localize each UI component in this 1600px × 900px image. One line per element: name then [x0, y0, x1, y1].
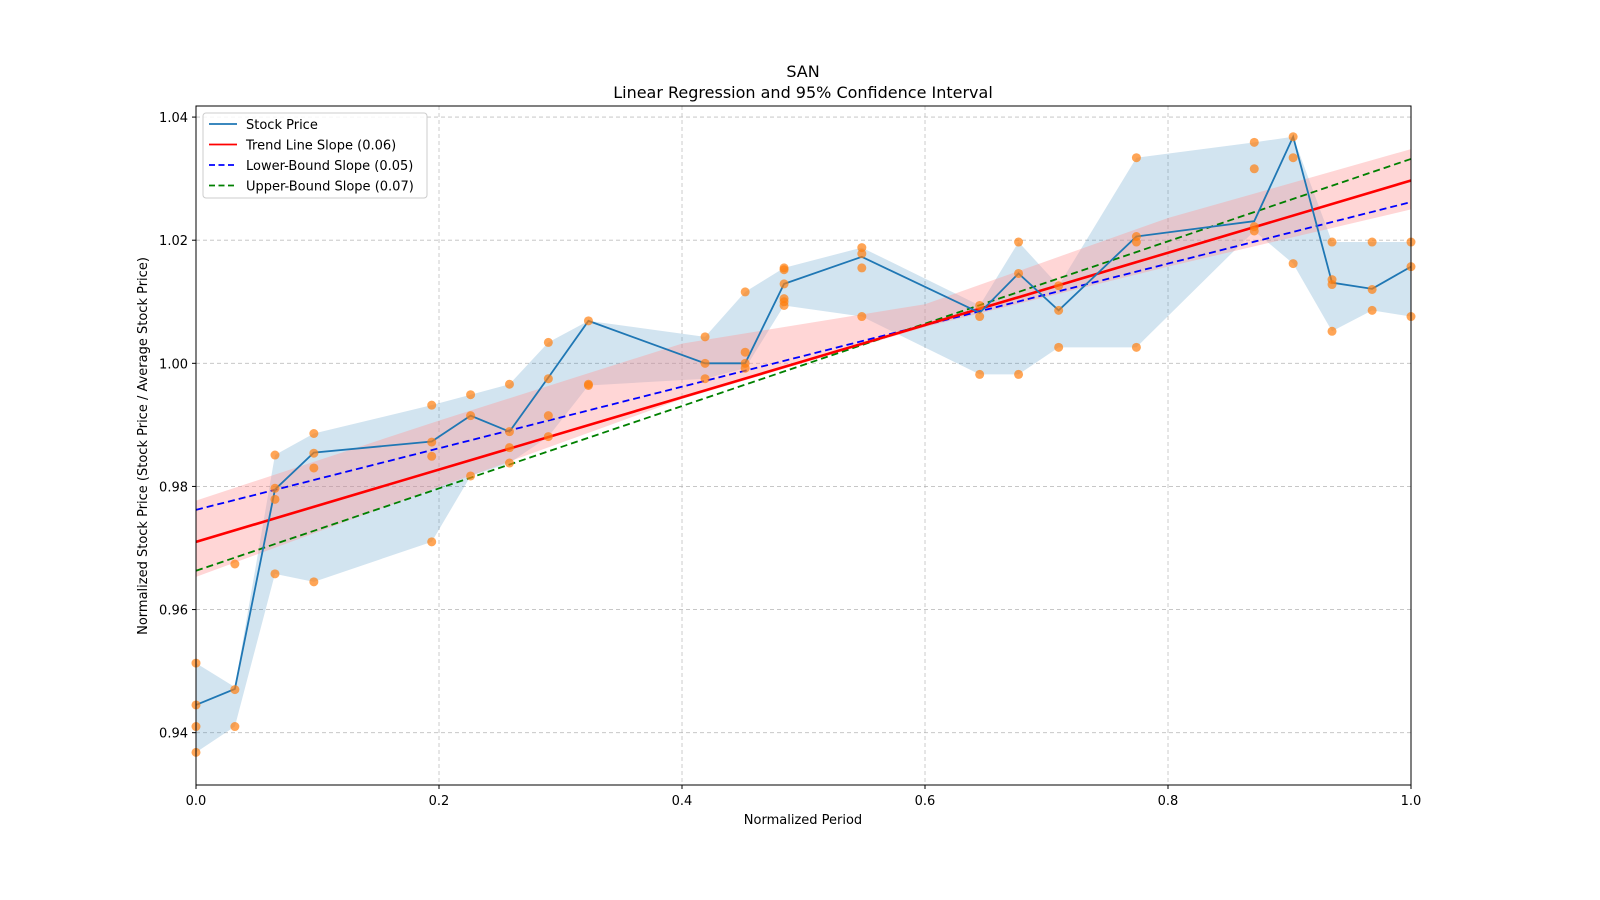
- x-tick-label: 0.4: [672, 794, 693, 809]
- observation-point: [857, 249, 867, 259]
- observation-point: [1014, 237, 1024, 247]
- observation-point: [740, 287, 750, 297]
- observation-point: [230, 685, 240, 695]
- observation-point: [740, 347, 750, 357]
- observation-point: [1054, 342, 1064, 352]
- observation-point: [583, 380, 593, 390]
- observation-point: [1367, 305, 1377, 315]
- y-axis-label: Normalized Stock Price (Stock Price / Av…: [136, 257, 151, 635]
- x-axis-label: Normalized Period: [744, 813, 862, 828]
- confidence-band: [196, 149, 1411, 577]
- y-axis: 0.94 0.96 0.98 1.00 1.02 1.04: [159, 111, 196, 742]
- observation-point: [975, 312, 985, 322]
- plot-area-frame: [195, 105, 1412, 786]
- observation-point: [1014, 369, 1024, 379]
- observation-point: [1327, 326, 1337, 336]
- observation-point: [1014, 268, 1024, 278]
- observation-point: [975, 300, 985, 310]
- observation-point: [309, 463, 319, 473]
- observation-point: [857, 312, 867, 322]
- observation-point: [543, 411, 553, 421]
- y-tick-label: 1.02: [159, 234, 188, 249]
- observation-point: [779, 300, 789, 310]
- observation-point: [504, 427, 514, 437]
- observation-point: [779, 265, 789, 275]
- y-tick-label: 0.98: [159, 480, 188, 495]
- observation-point: [700, 374, 710, 384]
- chart-title: SAN: [786, 62, 819, 81]
- stock-price-line: [195, 134, 1412, 706]
- x-tick-label: 0.2: [429, 794, 450, 809]
- observation-point: [230, 559, 240, 569]
- observation-point: [857, 243, 867, 253]
- observation-point: [230, 722, 240, 732]
- observation-point: [466, 471, 476, 481]
- observation-point: [270, 494, 280, 504]
- observation-point: [466, 411, 476, 421]
- observation-point: [1367, 237, 1377, 247]
- observation-point: [270, 569, 280, 579]
- observation-point: [427, 537, 437, 547]
- price-range-band: [196, 136, 1411, 753]
- observation-point: [779, 279, 789, 289]
- observation-point: [1054, 305, 1064, 315]
- confidence-interval-area: [196, 149, 1411, 577]
- observation-point: [975, 369, 985, 379]
- observation-point: [1327, 237, 1337, 247]
- observation-point: [1249, 164, 1259, 174]
- price-range-area: [196, 136, 1411, 753]
- observation-point: [1131, 153, 1141, 163]
- x-axis: 0.0 0.2 0.4 0.6 0.8 1.0: [186, 785, 1422, 809]
- observation-point: [1367, 284, 1377, 294]
- observation-point: [309, 428, 319, 438]
- legend-label: Upper-Bound Slope (0.07): [246, 180, 414, 195]
- legend-label: Trend Line Slope (0.06): [245, 139, 396, 154]
- observation-point: [1288, 259, 1298, 269]
- observation-point: [1249, 137, 1259, 147]
- y-tick-label: 0.94: [159, 727, 188, 742]
- observations-series: [191, 132, 1416, 757]
- observation-point: [857, 263, 867, 273]
- observation-point: [1288, 153, 1298, 163]
- observation-point: [1131, 342, 1141, 352]
- observation-point: [583, 316, 593, 326]
- observation-point: [504, 379, 514, 389]
- chart-subtitle: Linear Regression and 95% Confidence Int…: [613, 83, 993, 102]
- observation-point: [1249, 226, 1259, 236]
- legend-box: [202, 112, 428, 199]
- observation-point: [700, 332, 710, 342]
- observation-point: [504, 458, 514, 468]
- y-tick-label: 1.04: [159, 111, 188, 126]
- observation-point: [309, 577, 319, 587]
- observation-point: [1327, 280, 1337, 290]
- observation-point: [309, 448, 319, 458]
- x-tick-label: 0.6: [915, 794, 936, 809]
- stock-price-series: [195, 134, 1412, 706]
- y-tick-label: 0.96: [159, 604, 188, 619]
- legend-label: Stock Price: [246, 118, 318, 133]
- observation-point: [543, 374, 553, 384]
- observation-point: [1131, 237, 1141, 247]
- observation-point: [427, 451, 437, 461]
- observation-point: [543, 337, 553, 347]
- observation-point: [740, 363, 750, 373]
- trend-line: [195, 179, 1412, 544]
- observation-point: [270, 450, 280, 460]
- observation-point: [504, 443, 514, 453]
- x-tick-label: 1.0: [1401, 794, 1422, 809]
- observation-point: [700, 358, 710, 368]
- observation-point: [270, 483, 280, 493]
- observation-point: [1054, 281, 1064, 291]
- legend: Stock Price Trend Line Slope (0.06) Lower-…: [202, 112, 428, 199]
- observation-point: [427, 400, 437, 410]
- observation-point: [1288, 132, 1298, 142]
- observation-point: [466, 390, 476, 400]
- x-tick-label: 0.0: [186, 794, 207, 809]
- observation-point: [427, 437, 437, 447]
- legend-label: Lower-Bound Slope (0.05): [246, 159, 413, 174]
- x-tick-label: 0.8: [1158, 794, 1179, 809]
- y-tick-label: 1.00: [159, 357, 188, 372]
- observation-point: [543, 432, 553, 442]
